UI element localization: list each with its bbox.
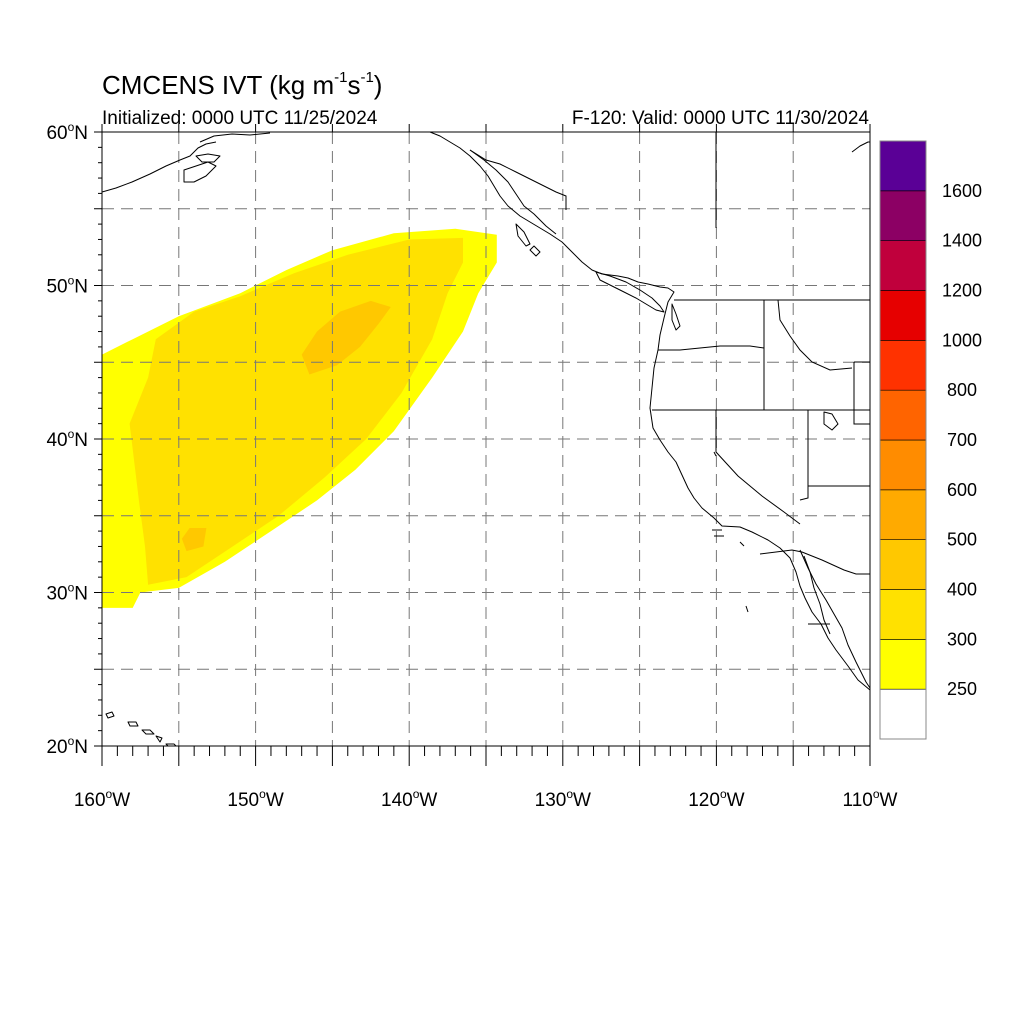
graticule (102, 132, 870, 746)
lat-tick-label: 50oN (46, 274, 88, 298)
ivt-300-400 (129, 237, 463, 585)
colorbar-label: 400 (947, 580, 977, 600)
coast-hawaii-2 (127, 721, 139, 727)
colorbar-label: 700 (947, 430, 977, 450)
border-canada-coastal (469, 149, 567, 210)
lat-tick-label: 30oN (46, 581, 88, 605)
lat-tick-label: 40oN (46, 427, 88, 451)
colorbar-swatch (879, 539, 927, 590)
coast-north-america (429, 132, 870, 691)
coast-vancouver-island (595, 271, 665, 313)
colorbar-label: 250 (947, 679, 977, 699)
title-text: CMCENS IVT (kg m (102, 70, 335, 100)
coast-haida-gwaii-south (529, 245, 541, 257)
title-close-paren: ) (373, 70, 383, 100)
colorbar-frame (879, 140, 927, 740)
colorbar-swatch (879, 489, 927, 540)
ivt-400-500 (301, 300, 391, 375)
border-california-nevada (715, 410, 801, 525)
colorbar-swatch (879, 290, 927, 341)
colorbar-label: 600 (947, 480, 977, 500)
coast-alaska-peninsula (102, 141, 217, 193)
axis-ticks (94, 124, 871, 766)
coast-hawaii-4 (155, 735, 163, 743)
colorbar-swatch (879, 190, 927, 241)
coastlines (102, 132, 870, 746)
coast-hawaii-3 (141, 729, 155, 735)
coast-cook-inlet (195, 153, 221, 163)
colorbar-label: 1400 (942, 231, 982, 251)
colorbar-label: 1000 (942, 330, 982, 350)
lon-tick-label: 120oW (688, 787, 744, 811)
colorbar-label: 500 (947, 530, 977, 550)
coast-alaska-gulf (199, 132, 271, 143)
coast-lake-tahoe (713, 451, 717, 457)
colorbar-label: 1200 (942, 281, 982, 301)
border-usa-mexico (759, 549, 870, 575)
border-idaho-montana (777, 299, 853, 371)
colorbar: 250 300 400 500 600 700 800 1000 1200 1400 1600 (879, 140, 982, 740)
lon-tick-label: 160oW (74, 787, 130, 811)
colorbar-swatch (879, 639, 927, 690)
coast-puget-sound (671, 303, 681, 331)
colorbar-swatch (879, 589, 927, 640)
border-washington-oregon (658, 345, 765, 351)
title-exponent-1: -1 (334, 69, 348, 87)
colorbar-swatch (879, 340, 927, 391)
colorbar-label: 1600 (942, 181, 982, 201)
coast-kodiak (183, 161, 217, 183)
initialized-time: Initialized: 0000 UTC 11/25/2024 (102, 108, 378, 129)
ivt-shading (102, 228, 497, 608)
coast-great-salt-lake (823, 411, 839, 431)
colorbar-label: 300 (947, 629, 977, 649)
map-title: CMCENS IVT (kg m-1s-1) (102, 70, 382, 101)
border-nevada-utah (799, 410, 809, 501)
axis-labels: 160oW 150oW 140oW 130oW 120oW 110oW 20oN 30oN 40… (46, 120, 897, 811)
lon-tick-label: 130oW (535, 787, 591, 811)
coast-baja-gulf-west (803, 555, 831, 635)
title-exponent-2: -1 (360, 69, 374, 87)
lon-tick-label: 140oW (381, 787, 437, 811)
lat-tick-label: 20oN (46, 734, 88, 758)
coast-haida-gwaii (515, 223, 531, 247)
lon-tick-label: 150oW (227, 787, 283, 811)
coast-baja-gulf-east (799, 549, 870, 689)
ivt-400-500-b (181, 528, 207, 552)
lon-tick-label: 110oW (843, 787, 898, 811)
colorbar-swatch (879, 389, 927, 441)
colorbar-swatch (879, 240, 927, 291)
colorbar-swatch (879, 140, 927, 192)
colorbar-swatch (879, 688, 927, 740)
political-borders (469, 132, 870, 625)
colorbar-swatch (879, 439, 927, 491)
coast-hawaii-5 (165, 743, 177, 746)
colorbar-label: 800 (947, 380, 977, 400)
lat-tick-label: 60oN (46, 120, 88, 144)
title-unit-s: s (347, 70, 361, 100)
coast-alaska-panhandle-inner (469, 149, 557, 235)
coast-channel-islands (712, 529, 749, 613)
coast-hawaii-1 (105, 711, 115, 719)
valid-time: F-120: Valid: 0000 UTC 11/30/2024 (571, 108, 869, 129)
coast-hudson-bay-edge (851, 141, 870, 153)
border-wyoming-box (853, 361, 870, 425)
